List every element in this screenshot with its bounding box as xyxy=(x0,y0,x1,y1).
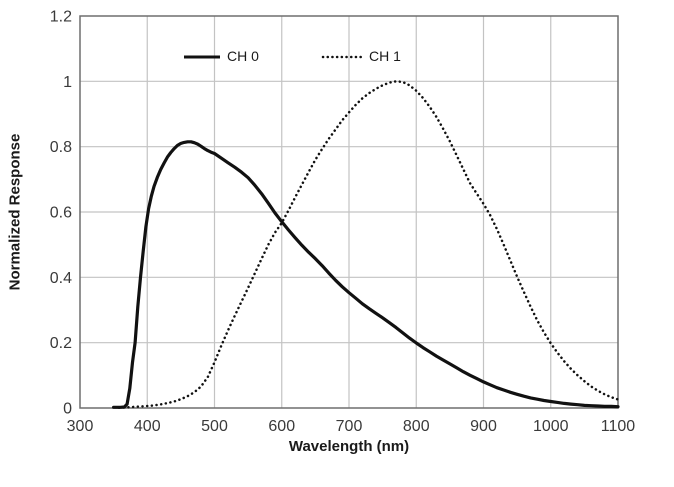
legend-item-ch1: CH 1 xyxy=(321,49,401,64)
y-tick-label: 0.2 xyxy=(50,335,72,352)
ch0-solid-line-sample xyxy=(184,55,220,58)
plot-border xyxy=(79,15,619,409)
curve-ch1 xyxy=(117,80,620,409)
x-tick-label: 900 xyxy=(470,418,497,435)
y-tick-label: 1 xyxy=(63,74,72,91)
y-tick-label: 0.4 xyxy=(50,270,72,287)
y-tick-label: 1.2 xyxy=(50,9,72,26)
y-axis-title: Normalized Response xyxy=(6,133,24,291)
legend-item-ch0: CH 0 xyxy=(183,49,259,64)
x-tick-label: 600 xyxy=(268,418,295,435)
x-tick-label: 400 xyxy=(134,418,161,435)
x-axis-title: Wavelength (nm) xyxy=(288,438,410,455)
curve-ch0 xyxy=(112,140,620,409)
x-tick-label: 1000 xyxy=(533,418,569,435)
legend-label-ch1: CH 1 xyxy=(369,48,401,64)
ch1-dotted-line-sample xyxy=(321,55,363,58)
x-tick-label: 1100 xyxy=(601,418,636,435)
legend-label-ch0: CH 0 xyxy=(227,48,259,64)
x-tick-label: 500 xyxy=(201,418,228,435)
x-tick-label: 300 xyxy=(67,418,94,435)
x-tick-label: 800 xyxy=(403,418,430,435)
y-tick-label: 0.8 xyxy=(50,139,72,156)
y-tick-label: 0 xyxy=(63,401,72,418)
y-tick-label: 0.6 xyxy=(50,205,72,222)
x-tick-label: 700 xyxy=(336,418,363,435)
